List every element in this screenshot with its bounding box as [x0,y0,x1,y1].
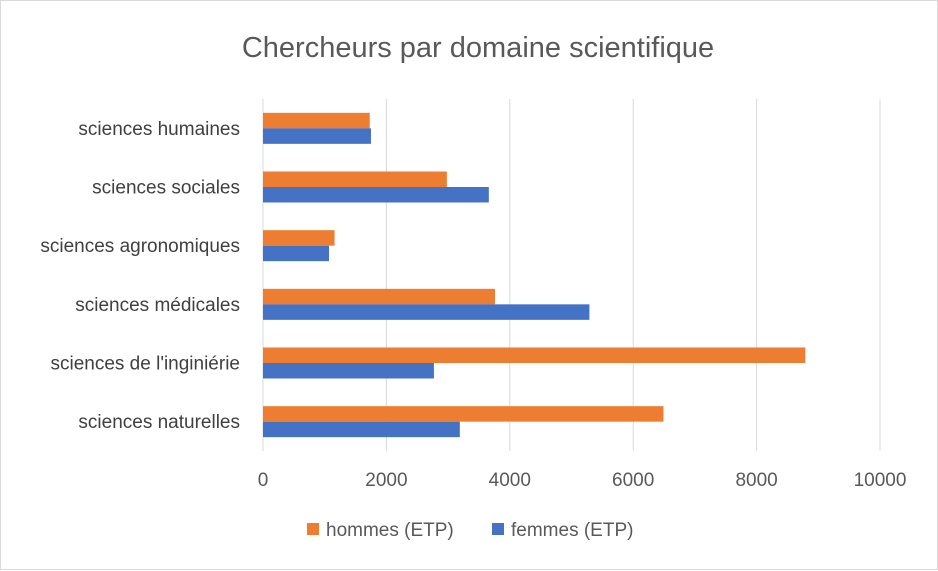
legend: hommes (ETP) femmes (ETP) [307,520,633,541]
bar-hommes-5 [263,406,664,422]
bar-hommes-2 [263,230,335,246]
bar-hommes-1 [263,171,447,187]
x-tick-label-0: 0 [258,470,269,491]
category-label-5: sciences naturelles [78,412,240,433]
bar-hommes-0 [263,112,370,129]
bar-femmes-5 [263,421,460,438]
x-tick-label-8000: 8000 [735,470,777,491]
chart-title: Chercheurs par domaine scientifique [242,32,714,64]
category-label-2: sciences agronomiques [40,236,240,257]
bar-hommes-4 [263,347,806,363]
x-tick-label-2000: 2000 [365,470,407,491]
x-tick-label-6000: 6000 [612,470,654,491]
x-tick-label-10000: 10000 [854,470,907,491]
legend-swatch-1 [492,523,504,535]
bar-femmes-2 [263,245,330,262]
category-label-0: sciences humaines [78,119,240,140]
gridlines [262,99,881,451]
category-label-1: sciences sociales [92,178,240,199]
bar-femmes-1 [263,187,489,203]
legend-label-1: femmes (ETP) [511,520,633,541]
bars [263,112,806,438]
x-axis-ticks: 0 2000 4000 6000 8000 10000 [258,470,907,491]
x-tick-label-4000: 4000 [489,470,531,491]
category-label-3: sciences médicales [75,295,240,316]
bar-femmes-0 [263,128,371,144]
bar-femmes-3 [263,304,590,320]
legend-label-0: hommes (ETP) [326,520,454,541]
category-label-4: sciences de l'inginiérie [50,354,240,375]
category-labels: sciences humaines sciences sociales scienc… [40,119,240,433]
legend-swatch-0 [307,523,319,535]
bar-hommes-3 [263,288,495,305]
bar-femmes-4 [263,363,434,379]
